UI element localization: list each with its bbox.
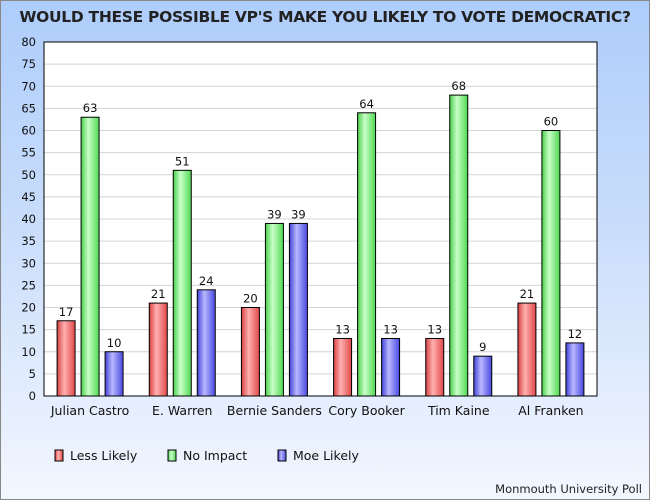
data-label: 10 xyxy=(107,336,122,350)
legend-label: Moe Likely xyxy=(293,448,359,463)
y-tick-label: 20 xyxy=(21,301,36,315)
chart-title: WOULD THESE POSSIBLE VP'S MAKE YOU LIKEL… xyxy=(19,8,631,26)
data-label: 13 xyxy=(427,322,442,336)
y-tick-label: 40 xyxy=(21,212,36,226)
bar-moe-likely xyxy=(104,351,124,397)
data-label: 68 xyxy=(451,79,466,93)
data-label: 39 xyxy=(267,207,282,221)
y-tick-label: 80 xyxy=(21,35,36,49)
y-tick-label: 70 xyxy=(21,79,36,93)
x-tick-label: Al Franken xyxy=(518,403,583,418)
x-tick-label: Julian Castro xyxy=(50,403,129,418)
bar-moe-likely xyxy=(381,337,401,397)
data-label: 21 xyxy=(151,287,166,301)
y-tick-label: 10 xyxy=(21,345,36,359)
legend-swatch xyxy=(54,449,64,462)
data-label: 63 xyxy=(83,101,98,115)
x-tick-label: Cory Booker xyxy=(328,403,405,418)
bar-no-impact xyxy=(357,112,377,397)
bar-less-likely xyxy=(517,302,537,397)
data-label: 21 xyxy=(520,287,535,301)
y-tick-label: 50 xyxy=(21,168,36,182)
bar-less-likely xyxy=(333,337,353,397)
legend-label: No Impact xyxy=(183,448,247,463)
plot-border xyxy=(43,41,598,397)
bar-moe-likely xyxy=(288,222,308,397)
y-tick-label: 65 xyxy=(21,101,36,115)
y-tick-label: 5 xyxy=(29,367,36,381)
data-label: 17 xyxy=(59,305,74,319)
data-label: 51 xyxy=(175,154,190,168)
data-label: 64 xyxy=(359,97,374,111)
bar-less-likely xyxy=(56,320,76,397)
legend-swatch xyxy=(277,449,287,462)
legend-label: Less Likely xyxy=(70,448,138,463)
data-label: 20 xyxy=(243,292,258,306)
bar-moe-likely xyxy=(565,342,585,397)
bar-moe-likely xyxy=(473,355,493,397)
y-tick-label: 25 xyxy=(21,278,36,292)
data-label: 24 xyxy=(199,274,214,288)
legend-swatch xyxy=(167,449,177,462)
bar-no-impact xyxy=(80,116,100,397)
y-tick-label: 60 xyxy=(21,124,36,138)
x-tick-label: Bernie Sanders xyxy=(227,403,322,418)
x-tick-label: E. Warren xyxy=(152,403,212,418)
y-tick-label: 15 xyxy=(21,323,36,337)
bar-no-impact xyxy=(172,169,192,397)
source-note: Monmouth University Poll xyxy=(495,482,642,496)
bar-less-likely xyxy=(425,337,445,397)
bar-no-impact xyxy=(541,130,561,397)
data-label: 13 xyxy=(335,322,350,336)
bar-no-impact xyxy=(264,222,284,397)
data-label: 13 xyxy=(383,322,398,336)
data-label: 9 xyxy=(479,340,486,354)
bar-moe-likely xyxy=(196,289,216,397)
y-tick-label: 75 xyxy=(21,57,36,71)
y-tick-label: 55 xyxy=(21,146,36,160)
bar-less-likely xyxy=(148,302,168,397)
bar-less-likely xyxy=(240,307,260,397)
y-tick-label: 0 xyxy=(29,389,36,403)
y-tick-label: 45 xyxy=(21,190,36,204)
y-tick-label: 30 xyxy=(21,256,36,270)
data-label: 12 xyxy=(568,327,583,341)
x-tick-label: Tim Kaine xyxy=(427,403,490,418)
data-label: 39 xyxy=(291,207,306,221)
y-tick-label: 35 xyxy=(21,234,36,248)
data-label: 60 xyxy=(544,115,559,129)
bar-no-impact xyxy=(449,94,469,397)
